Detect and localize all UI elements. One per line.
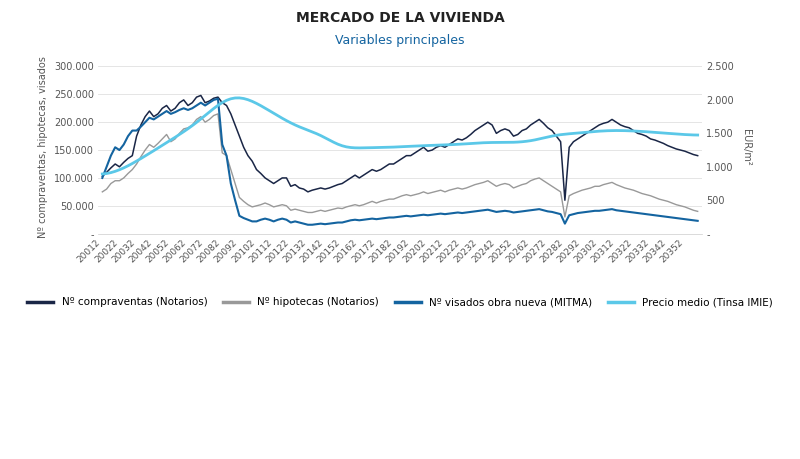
Y-axis label: Nº compraventas, hipotecas, visados: Nº compraventas, hipotecas, visados [38,56,48,238]
Text: MERCADO DE LA VIVIENDA: MERCADO DE LA VIVIENDA [296,11,504,26]
Legend: Nº compraventas (Notarios), Nº hipotecas (Notarios), Nº visados obra nueva (MITM: Nº compraventas (Notarios), Nº hipotecas… [23,293,777,311]
Text: Variables principales: Variables principales [335,34,465,47]
Y-axis label: EUR/m²: EUR/m² [741,129,750,166]
